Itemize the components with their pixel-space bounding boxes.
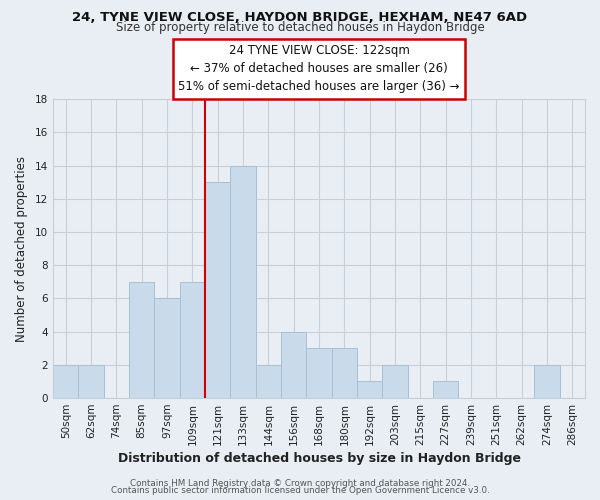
Text: Size of property relative to detached houses in Haydon Bridge: Size of property relative to detached ho… [116, 22, 484, 35]
Text: 24 TYNE VIEW CLOSE: 122sqm
← 37% of detached houses are smaller (26)
51% of semi: 24 TYNE VIEW CLOSE: 122sqm ← 37% of deta… [178, 44, 460, 93]
Bar [230, 166, 256, 398]
Bar [307, 348, 332, 398]
Bar [357, 382, 382, 398]
Bar [129, 282, 154, 398]
Bar [382, 365, 407, 398]
Bar [281, 332, 307, 398]
Text: Contains HM Land Registry data © Crown copyright and database right 2024.: Contains HM Land Registry data © Crown c… [130, 478, 470, 488]
X-axis label: Distribution of detached houses by size in Haydon Bridge: Distribution of detached houses by size … [118, 452, 521, 465]
Y-axis label: Number of detached properties: Number of detached properties [15, 156, 28, 342]
Bar [535, 365, 560, 398]
Bar [433, 382, 458, 398]
Text: Contains public sector information licensed under the Open Government Licence v3: Contains public sector information licen… [110, 486, 490, 495]
Bar [180, 282, 205, 398]
Bar [154, 298, 180, 398]
Bar [53, 365, 79, 398]
Bar [205, 182, 230, 398]
Bar [256, 365, 281, 398]
Text: 24, TYNE VIEW CLOSE, HAYDON BRIDGE, HEXHAM, NE47 6AD: 24, TYNE VIEW CLOSE, HAYDON BRIDGE, HEXH… [73, 11, 527, 24]
Bar [332, 348, 357, 398]
Bar [79, 365, 104, 398]
